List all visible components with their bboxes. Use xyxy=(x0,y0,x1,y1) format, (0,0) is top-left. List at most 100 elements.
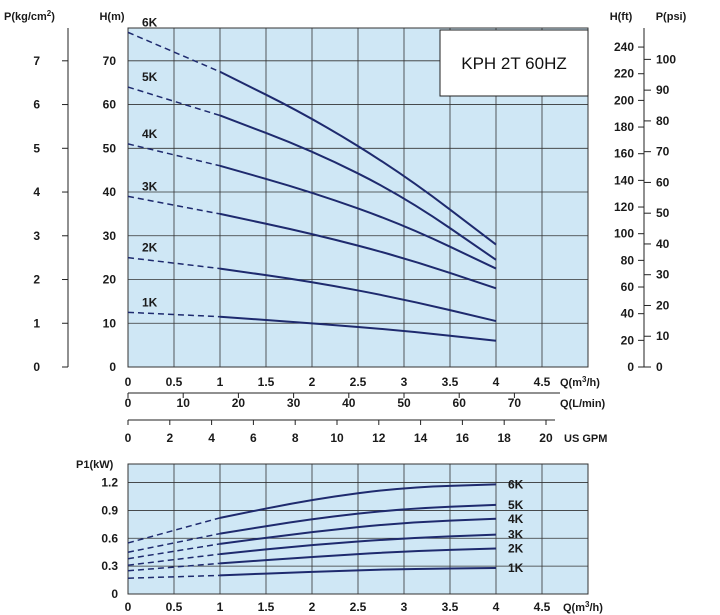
x-tick-gpm: 0 xyxy=(125,431,132,445)
y-tick-psi: 40 xyxy=(656,237,670,251)
y-tick-psi: 100 xyxy=(656,52,676,66)
x-tick-m3h: 1 xyxy=(217,375,224,389)
y-tick-kgcm2: 1 xyxy=(33,316,40,330)
x-tick-m3h: 4.5 xyxy=(534,375,551,389)
x-tick-m3h: 3 xyxy=(401,375,408,389)
y-tick-hft: 0 xyxy=(627,360,634,374)
y-tick-psi: 0 xyxy=(656,360,663,374)
y-tick-kw: 0.3 xyxy=(101,559,118,573)
head-curve-1k xyxy=(219,315,497,342)
head-curve-dashed-2k xyxy=(127,256,221,270)
head-curve-2k xyxy=(219,267,497,323)
x-tick-power-m3h: 0 xyxy=(125,600,132,614)
y-tick-kgcm2: 5 xyxy=(33,141,40,155)
head-curve-dashed-3k xyxy=(127,195,221,215)
x-tick-gpm: 16 xyxy=(456,431,470,445)
x-tick-m3h: 2.5 xyxy=(350,375,367,389)
head-curve-label-6k: 6K xyxy=(142,15,158,29)
power-curve-label-2k: 2K xyxy=(508,542,524,556)
y-tick-hm: 50 xyxy=(103,141,117,155)
x-tick-power-m3h: 1.5 xyxy=(258,600,275,614)
power-curve-label-5k: 5K xyxy=(508,498,524,512)
power-curve-1k xyxy=(219,567,497,577)
x-tick-lmin: 40 xyxy=(342,396,356,410)
y-axis-title-hft: H(ft) xyxy=(610,11,633,23)
y-tick-psi: 50 xyxy=(656,206,670,220)
x-axis-title-m3h: Q(m3/h) xyxy=(560,375,600,389)
power-curve-6k xyxy=(219,483,497,519)
y-tick-hft: 140 xyxy=(614,173,634,187)
y-axis-title-psi: P(psi) xyxy=(656,11,687,23)
y-tick-psi: 20 xyxy=(656,298,670,312)
y-tick-psi: 80 xyxy=(656,114,670,128)
x-tick-lmin: 30 xyxy=(287,396,301,410)
x-tick-m3h: 1.5 xyxy=(258,375,275,389)
power-curve-label-4k: 4K xyxy=(508,512,524,526)
x-tick-gpm: 6 xyxy=(250,431,257,445)
x-axis-title-lmin: Q(L/min) xyxy=(560,398,606,410)
y-tick-kgcm2: 7 xyxy=(33,54,40,68)
x-tick-gpm: 2 xyxy=(166,431,173,445)
x-tick-lmin: 0 xyxy=(125,396,132,410)
head-curve-label-5k: 5K xyxy=(142,70,158,84)
y-tick-psi: 10 xyxy=(656,329,670,343)
power-curve-label-1k: 1K xyxy=(508,561,524,575)
y-tick-kgcm2: 0 xyxy=(33,360,40,374)
x-tick-power-m3h: 1 xyxy=(217,600,224,614)
y-tick-kgcm2: 4 xyxy=(33,185,40,199)
x-tick-lmin: 10 xyxy=(177,396,191,410)
head-curve-6k xyxy=(219,70,497,246)
y-axis-title-kgcm2: P(kg/cm2) xyxy=(4,9,55,23)
power-curve-dashed-4k xyxy=(127,543,221,560)
x-tick-power-m3h: 3.5 xyxy=(442,600,459,614)
x-tick-power-m3h: 3 xyxy=(401,600,408,614)
y-tick-hft: 160 xyxy=(614,147,634,161)
x-tick-power-m3h: 0.5 xyxy=(166,600,183,614)
head-curve-dashed-5k xyxy=(127,86,221,117)
y-tick-hft: 100 xyxy=(614,227,634,241)
power-curve-dashed-3k xyxy=(127,553,221,566)
power-curve-2k xyxy=(219,547,497,565)
head-curve-3k xyxy=(219,212,497,290)
y-tick-psi: 30 xyxy=(656,268,670,282)
head-curve-label-1k: 1K xyxy=(142,295,158,309)
x-tick-lmin: 50 xyxy=(397,396,411,410)
y-axis-title-kw: P1(kW) xyxy=(76,459,114,471)
x-tick-power-m3h: 2 xyxy=(309,600,316,614)
y-tick-hft: 80 xyxy=(621,253,635,267)
x-tick-m3h: 4 xyxy=(493,375,500,389)
head-curve-label-4k: 4K xyxy=(142,127,158,141)
y-tick-hft: 40 xyxy=(621,307,635,321)
x-tick-lmin: 60 xyxy=(453,396,467,410)
x-tick-power-m3h: 2.5 xyxy=(350,600,367,614)
x-tick-gpm: 14 xyxy=(414,431,428,445)
power-curve-label-3k: 3K xyxy=(508,528,524,542)
y-axis-title-hm: H(m) xyxy=(99,11,124,23)
y-tick-kw: 0 xyxy=(111,587,118,601)
power-curve-dashed-1k xyxy=(127,574,221,579)
power-curve-dashed-5k xyxy=(127,532,221,553)
x-tick-lmin: 70 xyxy=(508,396,522,410)
model-title: KPH 2T 60HZ xyxy=(461,54,567,73)
y-tick-hm: 10 xyxy=(103,316,117,330)
x-tick-gpm: 20 xyxy=(539,431,553,445)
x-tick-m3h: 2 xyxy=(309,375,316,389)
head-curve-label-2k: 2K xyxy=(142,241,158,255)
x-tick-power-m3h: 4.5 xyxy=(534,600,551,614)
y-tick-hm: 70 xyxy=(103,54,117,68)
y-tick-hft: 240 xyxy=(614,40,634,54)
power-curve-4k xyxy=(219,517,497,545)
x-tick-gpm: 8 xyxy=(292,431,299,445)
head-curve-label-3k: 3K xyxy=(142,179,158,193)
x-tick-gpm: 4 xyxy=(208,431,215,445)
power-curve-5k xyxy=(219,503,497,535)
x-tick-m3h: 0.5 xyxy=(166,375,183,389)
head-curve-dashed-6k xyxy=(127,31,221,73)
head-curve-5k xyxy=(219,114,497,261)
y-tick-hft: 60 xyxy=(621,280,635,294)
y-tick-kgcm2: 6 xyxy=(33,98,40,112)
power-curve-dashed-6k xyxy=(127,517,221,544)
y-tick-kw: 0.6 xyxy=(101,531,118,545)
y-tick-hft: 220 xyxy=(614,67,634,81)
